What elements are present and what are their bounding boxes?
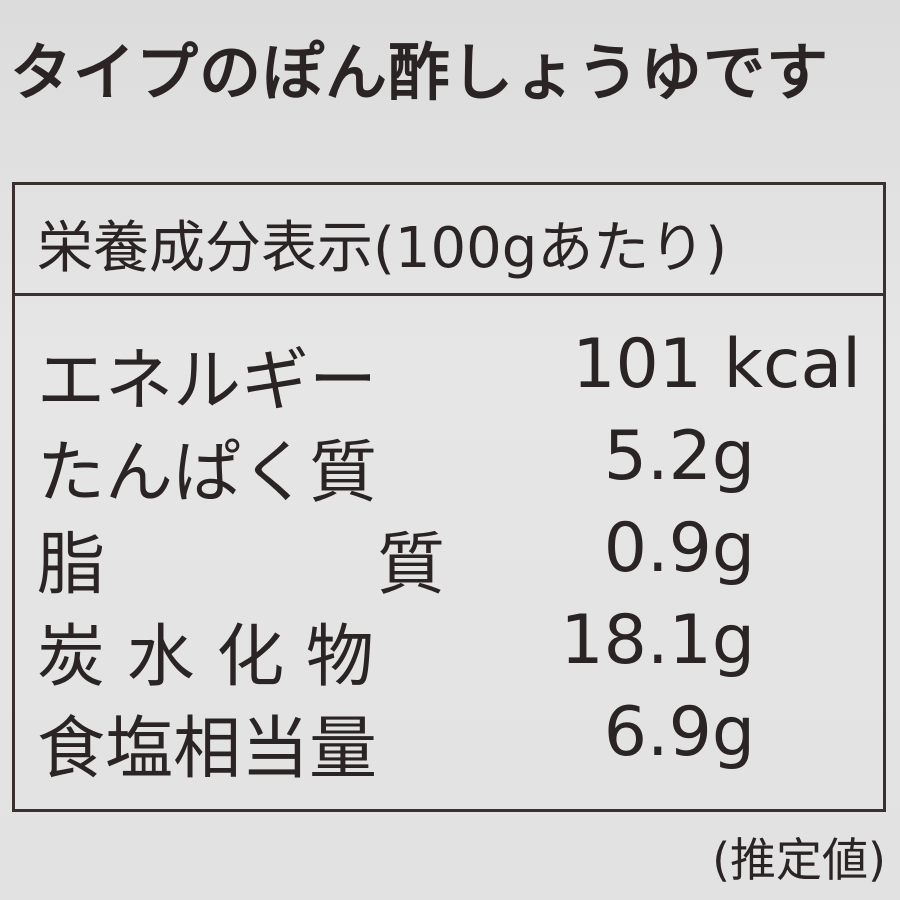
row-label: 食塩相当量 <box>37 710 378 789</box>
nutrition-table: 栄養成分表示(100gあたり) エネルギー 101 kcal たんぱく質 5.2… <box>12 182 886 812</box>
table-row-fat: 脂 質 0.9g <box>15 509 883 605</box>
row-value: 101 kcal <box>572 325 861 404</box>
table-row-carbohydrate: 炭 水 化 物 18.1g <box>15 601 883 697</box>
row-label: たんぱく質 <box>37 434 378 513</box>
table-row-salt: 食塩相当量 6.9g <box>15 693 883 789</box>
row-value: 18.1g <box>560 601 755 680</box>
table-row-energy: エネルギー 101 kcal <box>15 325 883 421</box>
row-value: 0.9g <box>603 509 755 588</box>
row-label: 炭 水 化 物 <box>37 618 374 697</box>
table-title: 栄養成分表示(100gあたり) <box>37 216 728 281</box>
row-label: エネルギー <box>37 342 378 421</box>
row-value: 5.2g <box>603 417 755 496</box>
top-text: タイプのぽん酢しょうゆです <box>10 36 830 109</box>
table-header: 栄養成分表示(100gあたり) <box>15 185 883 296</box>
table-row-protein: たんぱく質 5.2g <box>15 417 883 513</box>
footnote: (推定値) <box>712 833 886 887</box>
row-label: 脂 質 <box>37 526 446 605</box>
row-value: 6.9g <box>603 693 755 772</box>
